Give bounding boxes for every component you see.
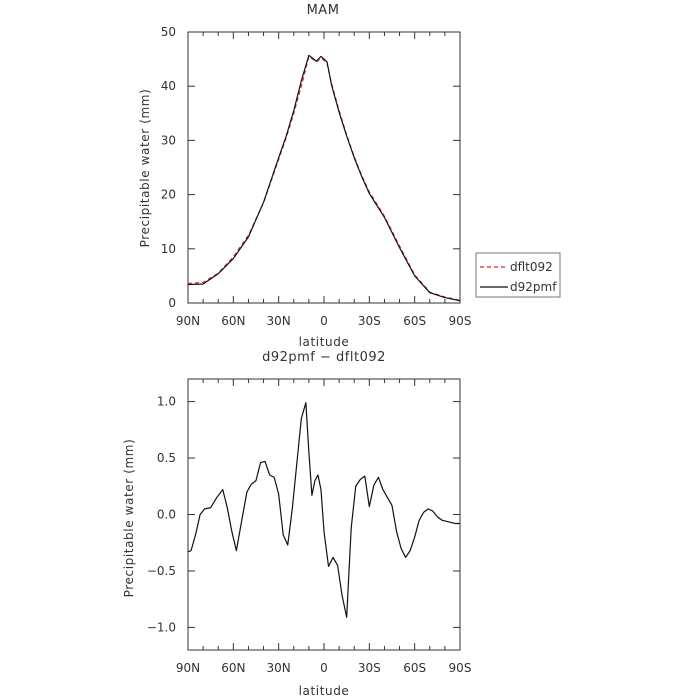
x-tick-label: 90N [176,314,200,328]
x-tick-label: 0 [320,661,328,675]
y-tick-label: −0.5 [147,564,176,578]
x-tick-label: 60N [221,661,245,675]
x-tick-label: 0 [320,314,328,328]
top-chart-title: MAM [307,3,340,18]
top-ytick-labels: 0 10 20 30 40 50 [161,25,176,310]
bottom-panel: d92pmf − dflt092 90N 60N 30N 0 30S 60S 90S −1.… [122,350,471,698]
y-tick-label: 10 [161,242,176,256]
legend-label-dflt092: dflt092 [510,260,553,274]
x-tick-label: 90S [449,661,472,675]
legend: dflt092 d92pmf [475,252,561,298]
x-tick-label: 30N [267,661,291,675]
y-tick-label: 20 [161,188,176,202]
top-panel: MAM 90N 60N 30N 0 30S 60S 90S 0 10 20 30 40 50 lati… [138,3,561,349]
bottom-ytick-labels: −1.0 −0.5 0.0 0.5 1.0 [147,395,176,635]
x-tick-label: 30S [358,314,381,328]
top-x-axis-label: latitude [299,335,350,349]
x-tick-label: 90S [449,314,472,328]
y-tick-label: 50 [161,25,176,39]
y-tick-label: 0.0 [157,508,176,522]
top-ticks [187,31,461,304]
top-series-lines [187,54,461,302]
top-xtick-labels: 90N 60N 30N 0 30S 60S 90S [176,314,472,328]
top-y-axis-label: Precipitable water (mm) [138,89,152,248]
legend-label-d92pmf: d92pmf [510,280,557,294]
bottom-xtick-labels: 90N 60N 30N 0 30S 60S 90S [176,661,472,675]
bottom-y-axis-label: Precipitable water (mm) [122,439,136,598]
x-tick-label: 90N [176,661,200,675]
y-tick-label: −1.0 [147,620,176,634]
x-tick-label: 60S [403,314,426,328]
legend-box [475,252,561,298]
bottom-x-axis-label: latitude [299,684,350,698]
y-tick-label: 40 [161,79,176,93]
series-line-d92pmf [187,54,461,302]
bottom-ticks [187,379,461,650]
x-tick-label: 60N [221,314,245,328]
y-tick-label: 1.0 [157,395,176,409]
x-tick-label: 30S [358,661,381,675]
bottom-chart-title: d92pmf − dflt092 [262,350,386,365]
bottom-series-lines [187,402,460,618]
y-tick-label: 0.5 [157,451,176,465]
y-tick-label: 0 [168,296,176,310]
x-tick-label: 30N [267,314,291,328]
y-tick-label: 30 [161,133,176,147]
series-line-series-0 [187,402,460,618]
x-tick-label: 60S [403,661,426,675]
